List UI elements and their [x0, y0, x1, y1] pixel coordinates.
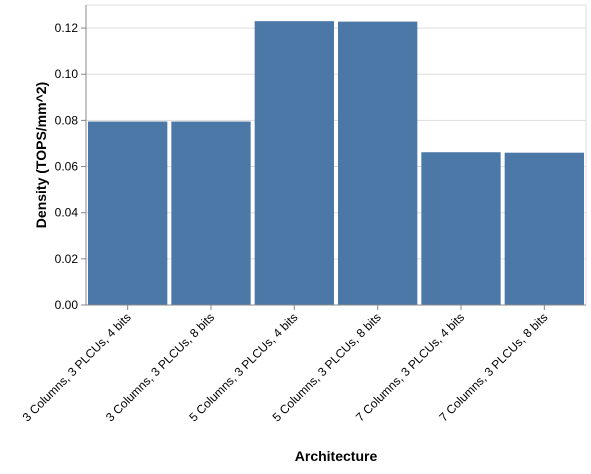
x-axis-title: Architecture: [295, 448, 378, 464]
bar: [338, 21, 418, 305]
y-tick-label: 0.04: [55, 206, 79, 220]
y-tick-label: 0.10: [55, 67, 79, 81]
bar: [171, 121, 251, 306]
bar: [504, 152, 584, 305]
y-tick-label: 0.08: [55, 113, 79, 127]
y-axis-title: Density (TOPS/mm^2): [33, 82, 49, 228]
y-tick-label: 0.12: [55, 21, 79, 35]
bar: [88, 121, 168, 306]
bar: [254, 21, 334, 306]
bar: [421, 152, 501, 305]
y-tick-label: 0.00: [55, 298, 79, 312]
y-tick-label: 0.02: [55, 252, 79, 266]
y-tick-label: 0.06: [55, 160, 79, 174]
bars: [88, 21, 584, 306]
